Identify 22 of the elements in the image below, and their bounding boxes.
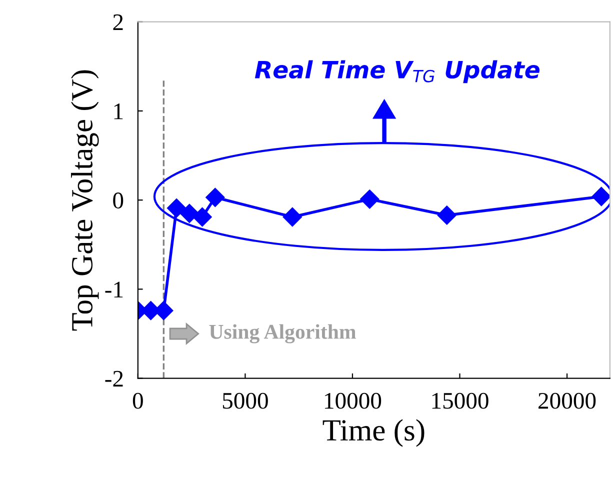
y-tick-label: -1 [105,282,123,298]
x-tick-label: 15000 [432,392,488,409]
annotation: Real Time V$_{TG}$ Update [254,60,540,84]
point [192,207,212,227]
y-tick-label: -2 [105,370,123,386]
y-tick-label: 2 [113,14,123,30]
point [206,188,225,207]
x-axis-title: Time (s) [322,419,424,447]
y-axis-title: Top Gate Voltage (V) [71,70,99,331]
x-tick-label: 0 [132,392,143,409]
x-tick-label: 10000 [325,392,382,409]
point [437,206,456,225]
point [360,190,380,209]
point [167,198,186,218]
point [180,204,199,223]
point [282,207,302,227]
y-tick-label: 1 [114,104,123,120]
x-tick-label: 20000 [538,392,596,409]
point [592,186,610,206]
x-tick-label: 5000 [222,392,268,409]
annotation: Using Algorithm [209,324,356,344]
y-tick-label: 0 [113,192,124,208]
